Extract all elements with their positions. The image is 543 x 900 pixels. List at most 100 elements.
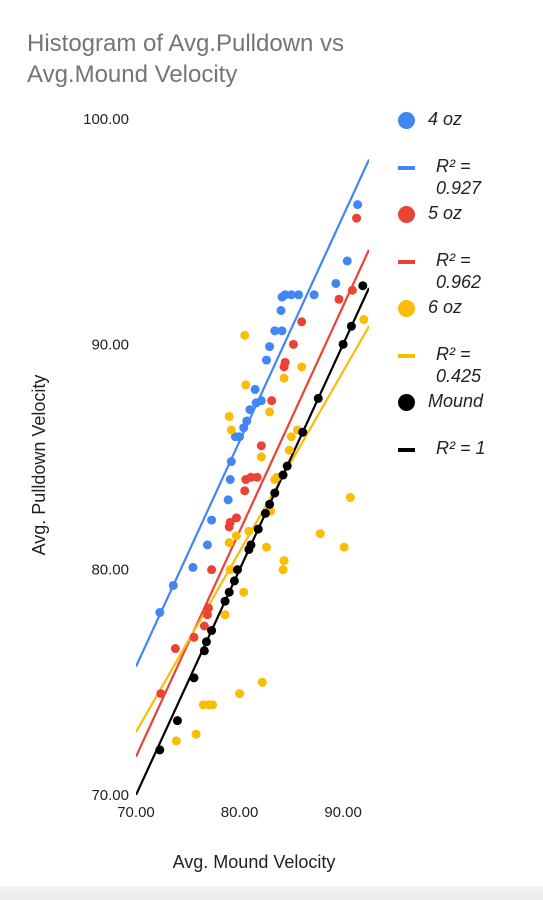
legend-label-4-oz: 4 oz [428, 109, 463, 129]
data-point-4-oz [294, 290, 304, 300]
data-point-6-oz [256, 452, 266, 462]
data-point-4-oz [276, 306, 286, 316]
data-point-6-oz [315, 529, 325, 539]
data-point-mound [172, 716, 182, 726]
data-point-4-oz [242, 416, 252, 426]
legend-marker-mound [398, 394, 415, 411]
data-point-5-oz [280, 357, 290, 367]
data-point-mound [189, 673, 199, 683]
legend: 4 oz R² = 0.927 5 oz R² = 0.962 6 oz R² = 0.4… [398, 108, 538, 484]
data-point-4-oz [235, 432, 245, 442]
data-point-6-oz [270, 475, 280, 485]
data-point-6-oz [265, 407, 275, 417]
legend-item-trend-mound: R² = 1 [398, 437, 538, 484]
data-point-4-oz [250, 384, 260, 394]
data-point-6-oz [231, 531, 241, 541]
legend-item-trend-6-oz: R² = 0.425 [398, 343, 538, 390]
data-point-6-oz [279, 373, 289, 383]
legend-trend-marker-mound [398, 448, 415, 452]
legend-trend-label-6-oz: R² = 0.425 [436, 344, 482, 386]
data-point-mound [346, 321, 356, 331]
data-point-4-oz [286, 290, 296, 300]
axis-layer: 70.00 80.00 90.00 100.00 70.00 80.00 90.00 Avg.… [29, 111, 362, 872]
data-point-5-oz [334, 294, 344, 304]
data-point-6-oz [235, 689, 245, 699]
data-point-6-oz [225, 565, 235, 575]
data-point-6-oz [224, 411, 234, 421]
data-point-mound [207, 626, 217, 636]
data-point-6-oz [297, 362, 307, 372]
data-point-5-oz [203, 603, 213, 613]
data-point-6-oz [220, 610, 230, 620]
x-axis-title: Avg. Mound Velocity [173, 852, 336, 872]
data-point-5-oz [267, 396, 277, 406]
legend-item-trend-4-oz: R² = 0.927 [398, 155, 538, 202]
legend-marker-4-oz [398, 112, 415, 129]
footer-bar [0, 886, 543, 900]
data-point-mound [253, 524, 263, 534]
x-tick-label: 80.00 [221, 804, 259, 821]
data-point-mound [270, 488, 280, 498]
data-point-6-oz [359, 315, 369, 325]
legend-label-mound: Mound [428, 391, 484, 411]
data-point-6-oz [284, 445, 294, 455]
y-tick-label: 100.00 [83, 111, 129, 128]
data-point-4-oz [270, 326, 280, 336]
data-point-mound [260, 508, 270, 518]
data-point-mound [265, 499, 275, 509]
data-point-mound [232, 565, 242, 575]
data-point-mound [358, 281, 368, 291]
legend-item-mound: Mound [398, 390, 538, 437]
x-tick-label: 70.00 [117, 804, 155, 821]
data-point-5-oz [352, 213, 362, 223]
data-point-6-oz [257, 677, 267, 687]
data-point-4-oz [256, 396, 266, 406]
data-point-6-oz [279, 556, 289, 566]
data-point-mound [313, 393, 323, 403]
legend-trend-marker-6-oz [398, 354, 415, 358]
legend-item-6-oz: 6 oz [398, 296, 538, 343]
y-tick-label: 80.00 [91, 562, 129, 579]
data-point-4-oz [188, 562, 198, 572]
legend-trend-label-mound: R² = 1 [436, 438, 486, 458]
data-point-4-oz [277, 326, 287, 336]
data-point-mound [201, 637, 211, 647]
data-point-5-oz [189, 632, 199, 642]
data-point-6-oz [261, 542, 271, 552]
data-point-mound [338, 339, 348, 349]
data-point-4-oz [168, 580, 178, 590]
data-point-6-oz [226, 425, 236, 435]
data-point-6-oz [244, 526, 254, 536]
data-point-6-oz [239, 587, 249, 597]
data-point-6-oz [208, 700, 218, 710]
legend-marker-5-oz [398, 206, 415, 223]
data-point-4-oz [245, 405, 255, 415]
legend-trend-label-5-oz: R² = 0.962 [436, 250, 482, 292]
data-point-mound [298, 427, 308, 437]
data-point-6-oz [171, 736, 181, 746]
y-tick-label: 70.00 [91, 787, 129, 804]
data-point-mound [199, 646, 209, 656]
data-point-4-oz [331, 278, 341, 288]
data-point-5-oz [207, 565, 217, 575]
data-point-4-oz [239, 423, 249, 433]
data-point-mound [224, 587, 234, 597]
legend-label-5-oz: 5 oz [428, 203, 463, 223]
trendline-5-oz [136, 249, 369, 758]
data-point-mound [282, 461, 292, 471]
data-point-4-oz [202, 540, 212, 550]
data-point-mound [155, 745, 165, 755]
data-point-5-oz [297, 317, 307, 327]
legend-item-4-oz: 4 oz [398, 108, 538, 155]
legend-item-trend-5-oz: R² = 0.962 [398, 249, 538, 296]
legend-trend-label-4-oz: R² = 0.927 [436, 156, 482, 198]
data-point-4-oz [309, 290, 319, 300]
chart-title: Histogram of Avg.Pulldown vs Avg.Mound V… [27, 30, 345, 88]
data-point-5-oz [224, 522, 234, 532]
data-point-5-oz [156, 689, 166, 699]
data-point-4-oz [353, 200, 363, 210]
data-point-4-oz [342, 256, 352, 266]
y-axis-title: Avg. Pulldown Velocity [29, 375, 49, 556]
data-point-4-oz [226, 457, 236, 467]
